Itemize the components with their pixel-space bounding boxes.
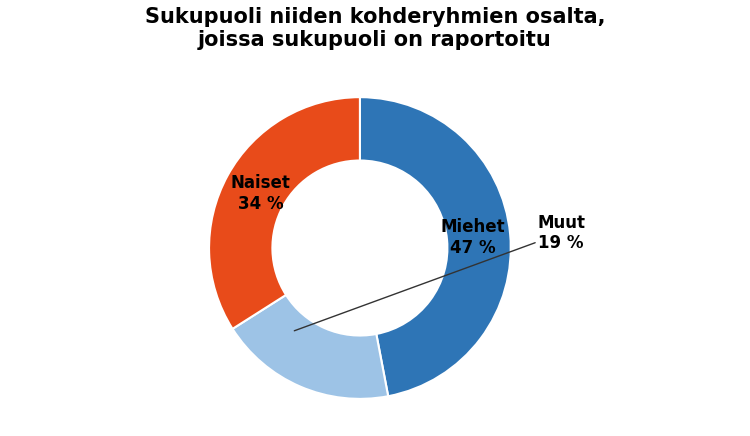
Title: Sukupuoli niiden kohderyhmien osalta,
joissa sukupuoli on raportoitu: Sukupuoli niiden kohderyhmien osalta, jo… — [145, 7, 605, 50]
Wedge shape — [232, 295, 388, 399]
Text: Naiset
34 %: Naiset 34 % — [231, 174, 291, 213]
Text: Muut
19 %: Muut 19 % — [294, 214, 586, 331]
Wedge shape — [209, 97, 360, 329]
Text: Miehet
47 %: Miehet 47 % — [440, 218, 505, 257]
Wedge shape — [360, 97, 511, 396]
